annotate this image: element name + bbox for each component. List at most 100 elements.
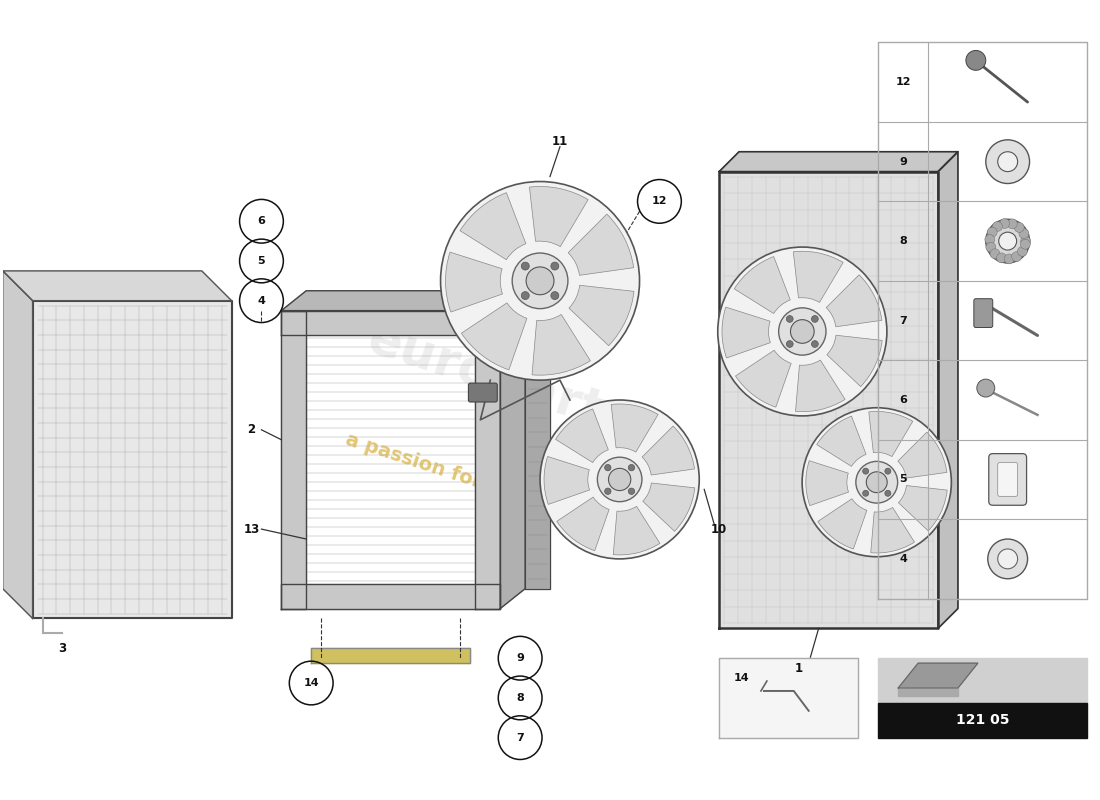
Polygon shape	[525, 290, 550, 589]
Wedge shape	[460, 193, 526, 260]
Text: 12: 12	[651, 196, 668, 206]
Circle shape	[1018, 246, 1027, 256]
Wedge shape	[612, 404, 658, 452]
Circle shape	[513, 253, 568, 309]
Circle shape	[526, 267, 554, 294]
Wedge shape	[556, 409, 608, 462]
Circle shape	[966, 50, 986, 70]
Circle shape	[884, 490, 891, 496]
Wedge shape	[869, 411, 913, 457]
Circle shape	[999, 232, 1016, 250]
Circle shape	[986, 219, 1030, 263]
Text: 13: 13	[243, 522, 260, 535]
FancyBboxPatch shape	[469, 383, 497, 402]
Text: 10: 10	[711, 522, 727, 535]
Wedge shape	[826, 274, 882, 326]
Wedge shape	[898, 432, 947, 478]
Wedge shape	[793, 251, 844, 302]
Circle shape	[521, 292, 529, 299]
Circle shape	[521, 262, 529, 270]
Polygon shape	[475, 310, 500, 609]
Polygon shape	[282, 310, 500, 335]
Text: 4: 4	[900, 554, 908, 564]
Circle shape	[812, 315, 818, 322]
Wedge shape	[722, 307, 770, 358]
Circle shape	[984, 234, 994, 245]
Polygon shape	[33, 301, 232, 618]
Circle shape	[1008, 219, 1018, 229]
FancyBboxPatch shape	[974, 298, 993, 327]
Polygon shape	[878, 658, 1087, 703]
Circle shape	[986, 242, 996, 252]
Circle shape	[1019, 229, 1028, 238]
Wedge shape	[532, 314, 591, 375]
Circle shape	[862, 490, 869, 496]
Circle shape	[628, 465, 635, 471]
Circle shape	[977, 379, 994, 397]
Circle shape	[1021, 239, 1031, 249]
Text: 14: 14	[304, 678, 319, 688]
Circle shape	[998, 549, 1018, 569]
Circle shape	[605, 465, 610, 471]
Circle shape	[997, 253, 1006, 263]
Wedge shape	[642, 426, 694, 475]
Text: 6: 6	[900, 395, 908, 405]
Wedge shape	[736, 350, 791, 407]
Wedge shape	[446, 252, 503, 312]
Polygon shape	[899, 688, 958, 696]
Circle shape	[628, 488, 635, 494]
Wedge shape	[461, 303, 527, 370]
Circle shape	[551, 262, 559, 270]
Polygon shape	[3, 271, 33, 618]
Text: 11: 11	[552, 135, 568, 148]
Text: 9: 9	[516, 653, 524, 663]
Text: 5: 5	[900, 474, 908, 485]
Circle shape	[717, 247, 887, 416]
Circle shape	[812, 341, 818, 347]
Polygon shape	[899, 663, 978, 688]
Text: a passion for parts since1985: a passion for parts since1985	[343, 430, 658, 549]
Circle shape	[856, 462, 898, 503]
Wedge shape	[871, 507, 914, 553]
Circle shape	[608, 468, 630, 490]
Wedge shape	[899, 486, 947, 531]
Circle shape	[987, 227, 997, 237]
Text: 5: 5	[257, 256, 265, 266]
Circle shape	[1021, 236, 1031, 246]
Circle shape	[867, 472, 888, 493]
Wedge shape	[795, 360, 845, 412]
Circle shape	[1004, 254, 1014, 264]
Text: euroParts: euroParts	[362, 314, 639, 446]
Text: 7: 7	[900, 315, 908, 326]
Polygon shape	[719, 658, 858, 738]
Polygon shape	[719, 152, 958, 171]
Circle shape	[786, 341, 793, 347]
Wedge shape	[806, 461, 848, 506]
Wedge shape	[735, 257, 790, 314]
Circle shape	[1000, 218, 1010, 229]
Circle shape	[1014, 222, 1024, 232]
Text: 4: 4	[257, 296, 265, 306]
Polygon shape	[719, 171, 938, 629]
Circle shape	[605, 488, 610, 494]
Text: 14: 14	[734, 673, 750, 683]
Circle shape	[540, 400, 700, 559]
Polygon shape	[311, 648, 471, 663]
Wedge shape	[642, 483, 695, 531]
Circle shape	[988, 539, 1027, 578]
FancyBboxPatch shape	[998, 462, 1018, 496]
Polygon shape	[282, 290, 525, 310]
FancyBboxPatch shape	[989, 454, 1026, 506]
Text: 6: 6	[257, 216, 265, 226]
Text: 1: 1	[794, 662, 803, 674]
Circle shape	[597, 457, 642, 502]
Wedge shape	[817, 498, 867, 549]
Text: 12: 12	[895, 78, 911, 87]
Polygon shape	[282, 310, 306, 609]
Circle shape	[862, 468, 869, 474]
Wedge shape	[827, 335, 882, 386]
Wedge shape	[544, 457, 590, 505]
Wedge shape	[569, 286, 634, 346]
Circle shape	[551, 292, 559, 299]
Polygon shape	[500, 290, 525, 609]
